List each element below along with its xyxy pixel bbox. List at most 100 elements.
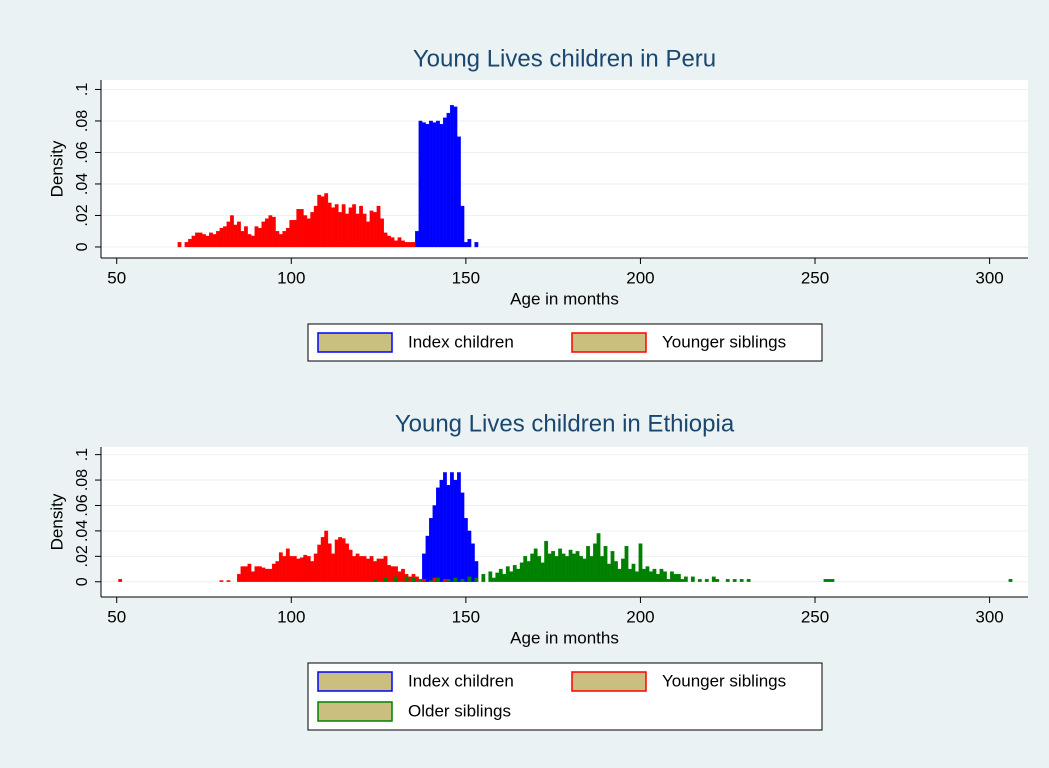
bar [526,561,531,582]
bar [739,579,744,582]
bar [334,204,339,248]
bar [390,566,395,582]
bar [216,231,220,248]
bar [453,577,458,582]
x-tick-label: 100 [277,607,305,626]
bar [450,105,454,248]
bar [547,553,552,582]
bar [669,571,674,582]
bar [450,472,454,582]
bar [488,571,493,582]
bar [278,234,283,248]
bar [422,122,426,248]
bar [725,579,730,582]
bar [261,221,266,248]
bar [628,568,632,582]
bar [456,136,461,248]
bar [292,220,297,248]
bar [306,218,311,248]
bar [415,231,419,248]
bar [334,539,339,582]
bar [418,579,423,582]
bar [460,492,465,582]
bar [537,556,542,582]
bar [467,530,472,582]
bar [394,576,398,582]
bar [324,193,329,248]
bar [387,235,391,248]
bar [439,123,444,248]
y-tick-label: .1 [74,83,91,96]
bar [362,556,367,582]
bar [596,533,601,582]
bar [443,579,447,582]
bar [683,576,688,582]
x-tick-label: 100 [277,268,305,287]
legend-label: Younger siblings [662,332,786,351]
bar [443,117,447,248]
bar [257,566,262,582]
bar [324,530,329,582]
bar [470,543,475,582]
bar [254,566,259,582]
bar [662,571,667,582]
y-tick-label: .04 [74,520,91,542]
bar [523,556,528,582]
x-axis-title: Age in months [510,289,619,308]
bar [271,216,276,248]
bar [732,579,737,582]
bar [656,573,660,582]
bar [209,232,213,248]
bar [446,112,451,248]
bar [177,242,182,248]
bar [369,556,374,582]
bar [282,231,287,248]
bar [376,205,381,248]
bar [551,551,556,582]
bar [275,231,280,248]
bar [366,558,370,582]
bar [268,215,273,248]
x-tick-label: 300 [975,607,1003,626]
bar [645,566,650,582]
bar [505,566,510,582]
legend-box [307,323,823,362]
bar [467,576,472,582]
bar [404,576,409,582]
bar [659,568,664,582]
y-tick-label: 0 [74,242,91,251]
bar [359,205,364,248]
legend-label: Younger siblings [662,671,786,690]
bar [369,210,374,248]
bar [268,568,273,582]
bar [317,194,322,248]
bar [1008,579,1013,582]
bar [303,554,308,582]
bar [352,204,357,248]
chart-title: Young Lives children in Peru [413,45,716,72]
legend-box [307,662,823,731]
bar [299,209,304,248]
bar [362,213,367,248]
bar [502,573,507,582]
bar [383,232,388,248]
bar [415,576,419,582]
bar [512,565,517,582]
bar [271,563,276,582]
bar [244,566,248,582]
bar [621,558,625,582]
bar [237,573,241,582]
bar [264,218,269,248]
bar [285,227,290,248]
bar [607,563,611,582]
bar [348,207,353,248]
bar [341,538,346,582]
bar [544,540,549,582]
bar [226,580,231,582]
bar [746,579,751,582]
bar [711,576,716,582]
legend-label: Older siblings [408,701,511,720]
bar [401,240,405,248]
bar [404,242,409,248]
